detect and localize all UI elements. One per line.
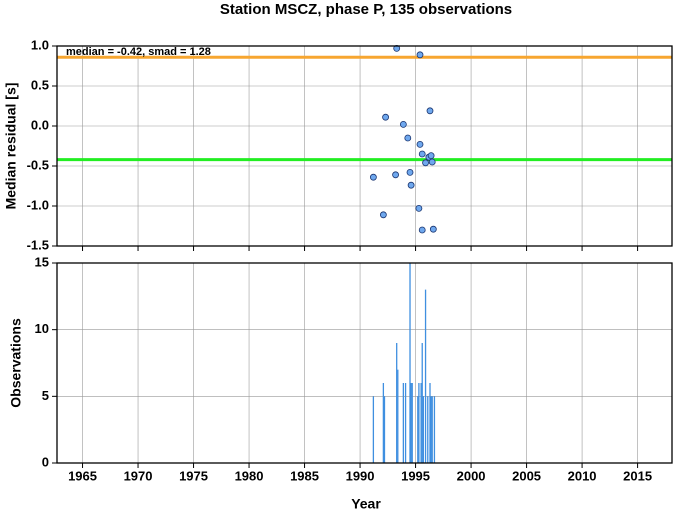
point <box>418 150 426 158</box>
x-tick-label: 1975 <box>179 468 208 483</box>
y-tick-label: 5 <box>42 388 49 403</box>
point <box>369 173 377 181</box>
x-tick-label: 1985 <box>290 468 319 483</box>
point <box>418 226 426 234</box>
point <box>426 107 434 115</box>
point <box>406 168 414 176</box>
chart-title: Station MSCZ, phase P, 135 observations <box>220 1 512 18</box>
x-axis-label: Year <box>351 496 381 511</box>
x-tick-label: 2015 <box>623 468 652 483</box>
x-tick-label: 1970 <box>124 468 153 483</box>
point <box>429 225 437 233</box>
point <box>404 134 412 142</box>
point <box>407 181 415 189</box>
y-tick-label: -1.5 <box>27 237 49 252</box>
x-tick-label: 2000 <box>457 468 486 483</box>
y-tick-label: -1.0 <box>27 197 49 212</box>
x-tick-label: 2010 <box>568 468 597 483</box>
point <box>422 159 429 167</box>
y-tick-label: 15 <box>35 254 49 269</box>
point <box>428 158 436 166</box>
point <box>416 51 424 59</box>
x-tick-label: 2005 <box>512 468 541 483</box>
point <box>399 121 407 128</box>
y-tick-label: 0 <box>42 454 49 469</box>
y-tick-label: 1.0 <box>31 37 49 52</box>
point <box>427 152 435 160</box>
y-tick-label: 0.5 <box>31 77 49 92</box>
point <box>392 171 399 179</box>
y-tick-label: 10 <box>35 321 49 336</box>
x-tick-label: 1965 <box>68 468 97 483</box>
plot-frame <box>56 262 673 464</box>
point <box>416 140 424 148</box>
point <box>415 204 423 212</box>
point <box>379 211 387 219</box>
y-tick-label: 0.0 <box>31 117 49 132</box>
x-tick-label: 1980 <box>235 468 264 483</box>
y-axis-label: Median residual [s] <box>3 83 19 210</box>
x-tick-label: 1995 <box>401 468 430 483</box>
y-tick-label: -0.5 <box>27 157 49 172</box>
x-tick-label: 1990 <box>346 468 375 483</box>
point <box>382 113 389 121</box>
annotation: median = -0.42, smad = 1.28 <box>66 46 211 58</box>
y-axis-label: Observations <box>8 318 24 408</box>
plot-frame <box>56 45 673 247</box>
